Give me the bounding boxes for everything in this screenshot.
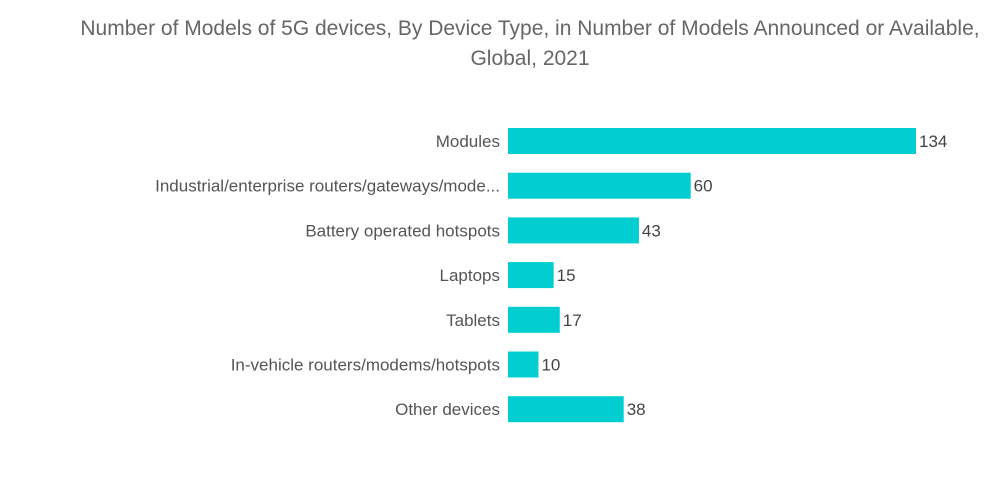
bar xyxy=(508,396,624,423)
bar xyxy=(508,306,560,333)
data-label: 38 xyxy=(627,400,646,419)
data-label: 43 xyxy=(642,221,661,240)
bar xyxy=(508,128,916,154)
bar xyxy=(508,172,691,199)
bar xyxy=(508,217,639,244)
data-label: 15 xyxy=(557,266,576,285)
data-label: 17 xyxy=(563,311,582,330)
category-label: Other devices xyxy=(395,400,500,419)
data-label: 60 xyxy=(694,177,713,196)
category-label: Tablets xyxy=(446,311,500,330)
bar xyxy=(508,351,539,378)
category-label: Laptops xyxy=(440,266,501,285)
data-label: 134 xyxy=(919,132,947,151)
bar xyxy=(508,262,554,289)
chart-title: Number of Models of 5G devices, By Devic… xyxy=(80,17,980,70)
category-label: Industrial/enterprise routers/gateways/m… xyxy=(155,177,500,196)
category-label: Battery operated hotspots xyxy=(305,221,500,240)
category-label: Modules xyxy=(436,132,500,151)
data-label: 10 xyxy=(541,356,560,375)
category-label: In-vehicle routers/modems/hotspots xyxy=(231,356,500,375)
